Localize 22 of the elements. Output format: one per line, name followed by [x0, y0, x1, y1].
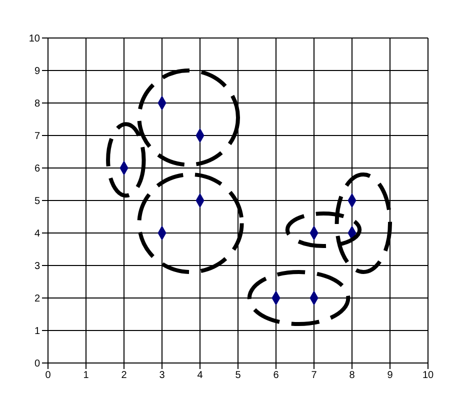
y-tick-label: 0 [34, 358, 40, 370]
y-tick-label: 5 [34, 196, 40, 208]
y-tick-label: 6 [34, 164, 40, 175]
y-tick-label: 10 [28, 34, 40, 45]
y-tick-label: 8 [34, 98, 40, 110]
y-tick-label: 9 [34, 66, 40, 78]
x-tick-label: 8 [349, 370, 356, 382]
x-tick-label: 4 [197, 370, 204, 382]
y-tick-label: 4 [34, 228, 40, 240]
x-tick-label: 10 [422, 370, 434, 382]
x-tick-label: 1 [83, 370, 90, 382]
x-tick-label: 6 [273, 370, 280, 382]
y-tick-label: 1 [34, 326, 40, 338]
y-tick-label: 2 [34, 294, 40, 305]
x-tick-label: 0 [45, 370, 52, 382]
x-tick-label: 2 [121, 370, 128, 382]
x-tick-label: 3 [159, 370, 166, 382]
x-tick-label: 7 [311, 370, 318, 382]
y-tick-label: 7 [34, 131, 40, 142]
x-tick-label: 5 [235, 370, 242, 382]
x-tick-label: 9 [387, 370, 394, 382]
y-tick-label: 3 [34, 261, 40, 272]
